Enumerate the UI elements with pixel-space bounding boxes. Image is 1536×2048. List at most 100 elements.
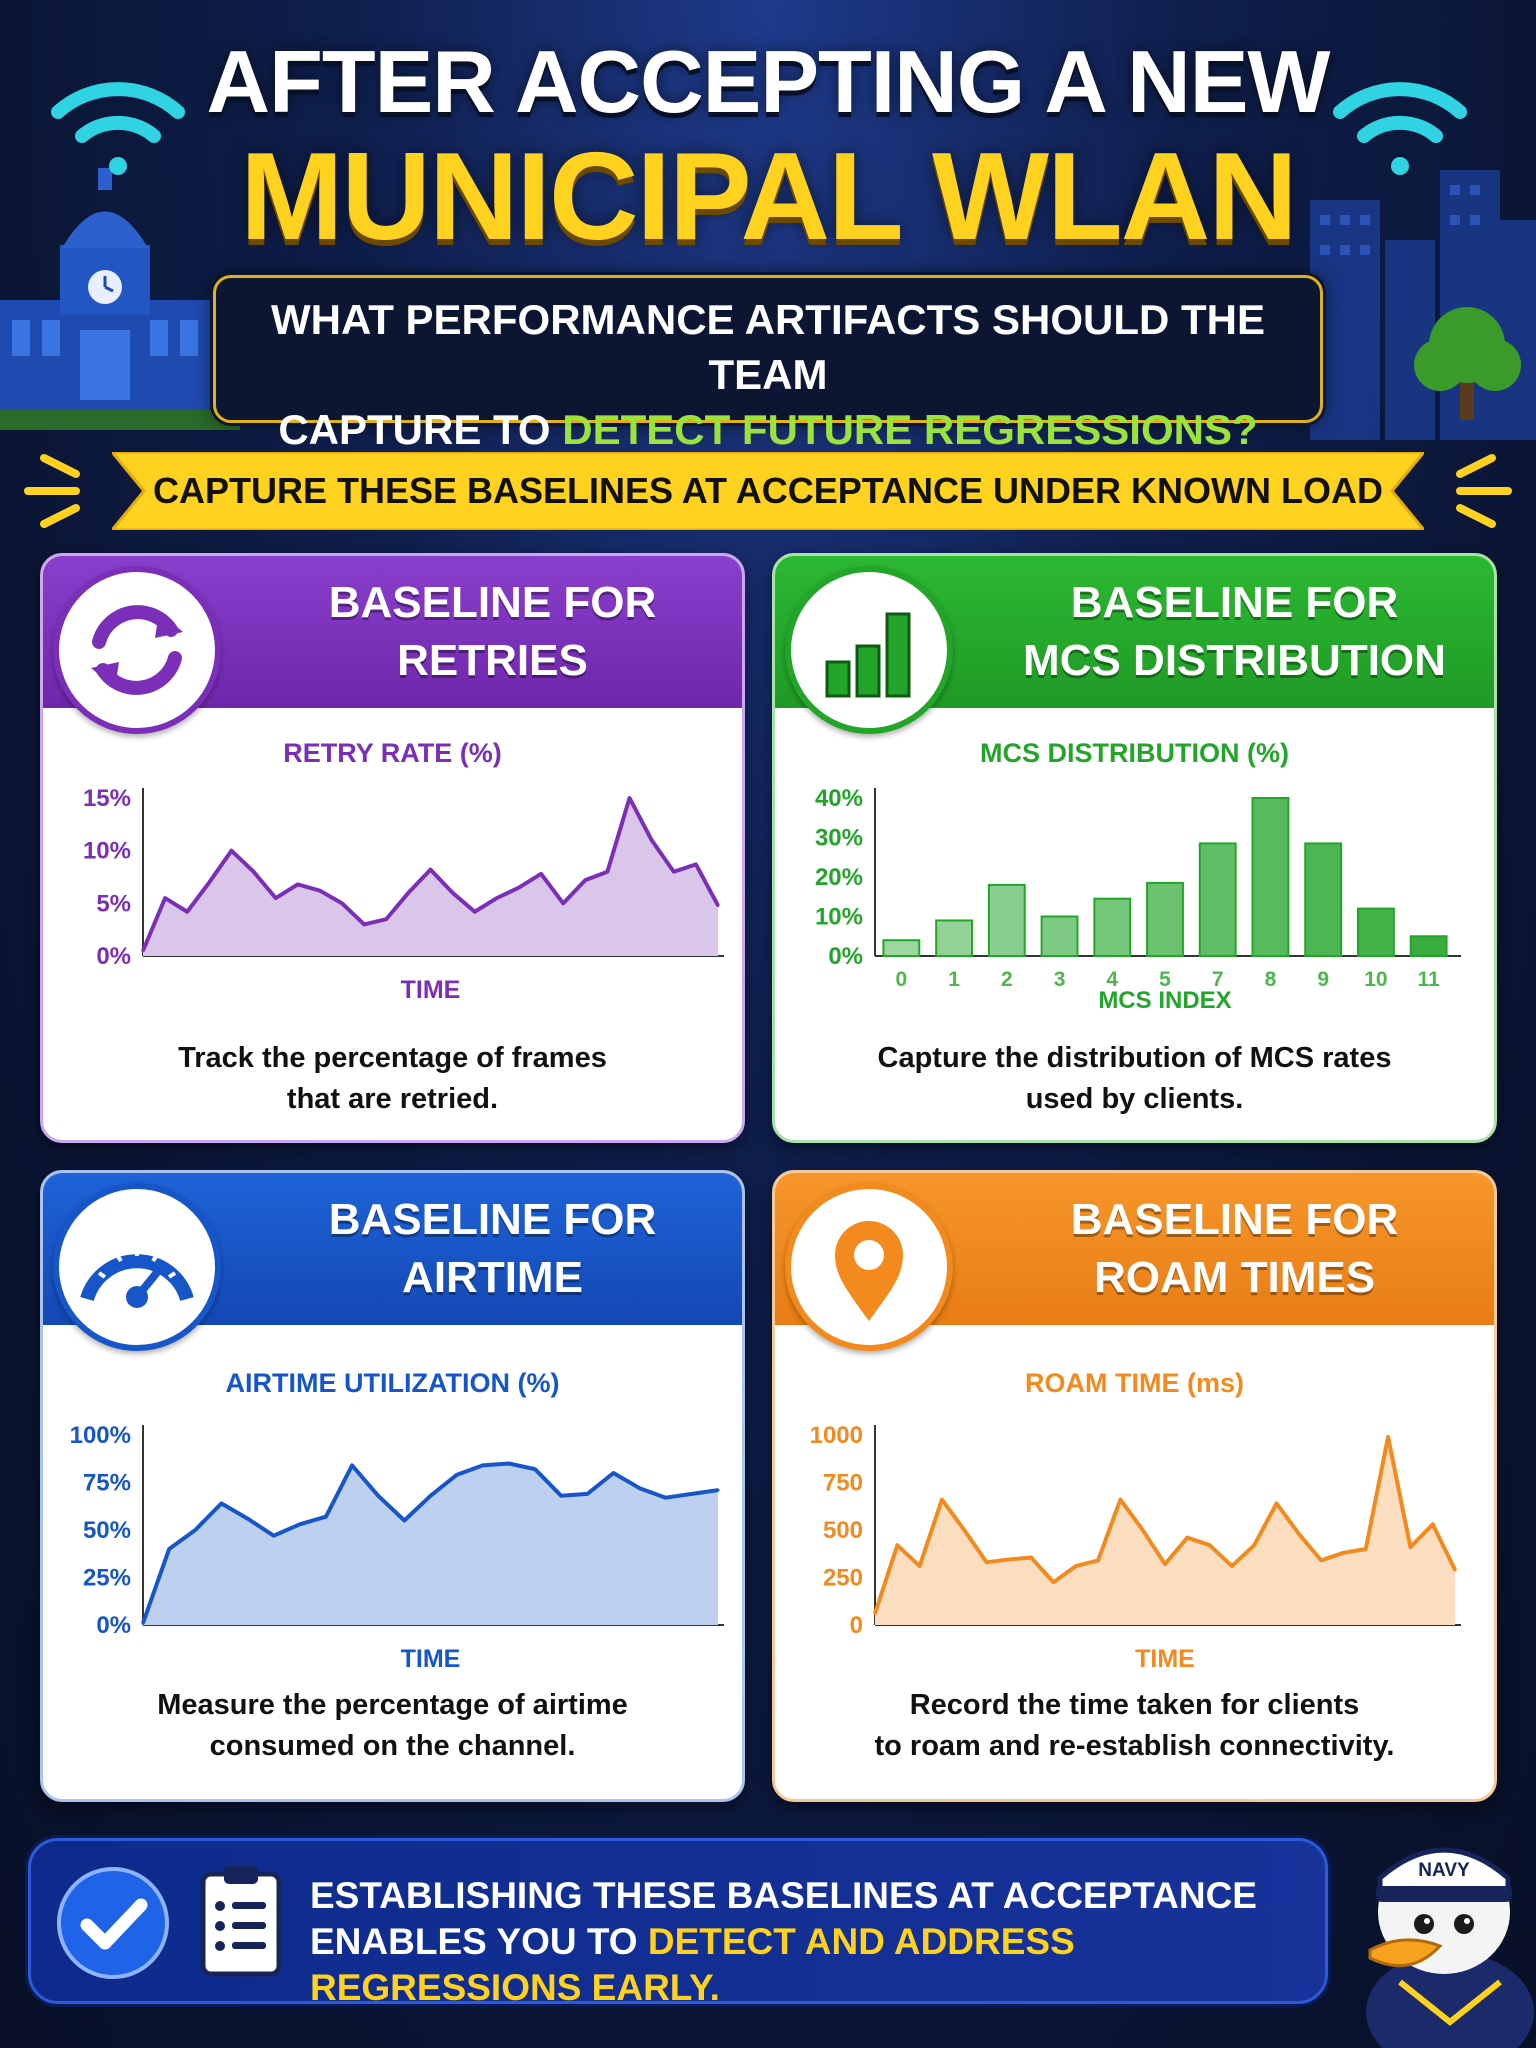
chart-airtime: 0% 25% 50% 75% 100% TIME [70, 1422, 724, 1673]
data-point [429, 868, 432, 872]
question-line-2: CAPTURE TO DETECT FUTURE REGRESSIONS? [213, 402, 1323, 457]
x-axis-label: TIME [1135, 1645, 1195, 1673]
data-point [429, 1494, 432, 1498]
icon-circle-retries [53, 566, 221, 734]
data-point [362, 922, 366, 926]
data-point [517, 886, 521, 890]
data-point [507, 1462, 511, 1465]
title-line-1: AFTER ACCEPTING A NEW [206, 32, 1331, 131]
data-point [1297, 1532, 1301, 1536]
banner-rays-left [24, 454, 80, 528]
x-tick-label: 2 [1001, 968, 1013, 991]
bar [1198, 842, 1237, 957]
refresh-icon [91, 605, 183, 695]
question-highlight: DETECT FUTURE REGRESSIONS? [562, 406, 1258, 453]
data-point [318, 889, 322, 893]
banner-ribbon [112, 452, 1424, 530]
data-point [272, 1534, 276, 1538]
data-point [1051, 1580, 1055, 1584]
chart-title-retries: RETRY RATE (%) [283, 738, 502, 768]
y-tick-label: 30% [815, 825, 863, 852]
data-point [1364, 1547, 1368, 1551]
data-point [384, 917, 388, 921]
data-point [141, 1621, 145, 1625]
city-hall-icon [0, 168, 240, 430]
y-tick-label: 0% [828, 943, 863, 970]
data-point [141, 949, 145, 953]
data-point [638, 1486, 642, 1490]
card-title-retries: BASELINE FOR RETRIES [263, 556, 722, 708]
card-airtime: BASELINE FOR AIRTIME AIRTIME UTILIZATION… [40, 1170, 745, 1802]
y-tick-label: 10% [815, 904, 863, 931]
card-title-line-2: ROAM TIMES [1093, 1253, 1376, 1302]
footer-line-2: ENABLES YOU TO DETECT AND ADDRESS REGRES… [310, 1919, 1330, 2011]
desc-line-1: Capture the distribution of MCS rates [877, 1042, 1392, 1074]
card-title-airtime: BASELINE FOR AIRTIME [263, 1173, 722, 1325]
navy-duck-mascot: NAVY [1366, 1847, 1534, 2048]
desc-line-2: that are retried. [286, 1083, 499, 1115]
card-roam: BASELINE FOR ROAM TIMES ROAM TIME (ms) 0… [772, 1170, 1497, 1802]
data-point [1163, 1562, 1167, 1566]
bar [1356, 907, 1395, 958]
icon-circle-roam [785, 1183, 953, 1351]
data-point [716, 1488, 720, 1492]
card-title-line-1: BASELINE FOR [328, 1195, 657, 1244]
x-axis-label: TIME [401, 1645, 461, 1673]
data-point [1275, 1501, 1279, 1505]
gauge-icon [80, 1249, 194, 1308]
bar [1146, 881, 1184, 957]
data-point [985, 1560, 989, 1564]
data-point [605, 870, 609, 874]
y-tick-label: 20% [815, 864, 863, 891]
data-point [690, 1492, 694, 1496]
data-point [1319, 1558, 1323, 1562]
data-point [628, 796, 632, 800]
data-point [219, 1501, 223, 1505]
mascot-cap-text: NAVY [1418, 1860, 1470, 1881]
title-line-2: MUNICIPAL WLAN [240, 128, 1298, 266]
data-point [716, 903, 720, 907]
tree-icon [1414, 307, 1521, 420]
chart-title-airtime: AIRTIME UTILIZATION (%) [225, 1368, 560, 1398]
bar [987, 883, 1026, 957]
bar [1040, 915, 1079, 957]
x-tick-label: 3 [1054, 968, 1066, 991]
data-point [1096, 1558, 1100, 1562]
desc-roam: Record the time taken for clients to roa… [795, 1685, 1474, 1767]
x-tick-label: 11 [1418, 968, 1441, 991]
data-point [559, 1494, 563, 1498]
card-title-line-1: BASELINE FOR [1070, 1195, 1399, 1244]
y-tick-label: 15% [83, 785, 131, 812]
x-axis-label: MCS INDEX [1098, 987, 1231, 1014]
y-tick-label: 75% [83, 1470, 131, 1497]
data-point [650, 838, 654, 842]
footer-text: ESTABLISHING THESE BASELINES AT ACCEPTAN… [310, 1873, 1330, 2011]
desc-mcs: Capture the distribution of MCS rates us… [795, 1038, 1474, 1120]
x-axis-label: TIME [401, 976, 461, 1004]
data-point [406, 891, 410, 895]
data-point [533, 1467, 537, 1471]
y-tick-label: 250 [823, 1565, 863, 1592]
x-tick-label: 10 [1364, 968, 1387, 991]
x-tick-label: 0 [896, 968, 908, 991]
data-point [895, 1543, 899, 1547]
data-point [481, 1463, 485, 1467]
bar-chart-icon [825, 612, 911, 698]
chart-mcs: 0% 10% 20% 30% 40% 0 1 2 3 4 5 7 8 9 10 11 MCS INDEX [815, 785, 1461, 1014]
data-point [664, 1496, 668, 1500]
bar [1251, 797, 1290, 957]
y-tick-label: 0% [96, 943, 131, 970]
card-title-line-2: MCS DISTRIBUTION [1023, 636, 1446, 685]
data-point [585, 1492, 589, 1496]
question-line-2-pre: CAPTURE TO [278, 406, 563, 453]
clipboard-icon [200, 1866, 282, 1977]
data-point [1341, 1551, 1345, 1555]
y-tick-label: 50% [83, 1517, 131, 1544]
desc-line-1: Record the time taken for clients [909, 1689, 1360, 1721]
data-point [1029, 1556, 1033, 1560]
footer-line-1: ESTABLISHING THESE BASELINES AT ACCEPTAN… [310, 1875, 1257, 1916]
data-point [1208, 1543, 1212, 1547]
data-point [163, 896, 167, 900]
y-tick-label: 100% [70, 1422, 131, 1449]
desc-line-2: to roam and re-establish connectivity. [874, 1730, 1395, 1762]
